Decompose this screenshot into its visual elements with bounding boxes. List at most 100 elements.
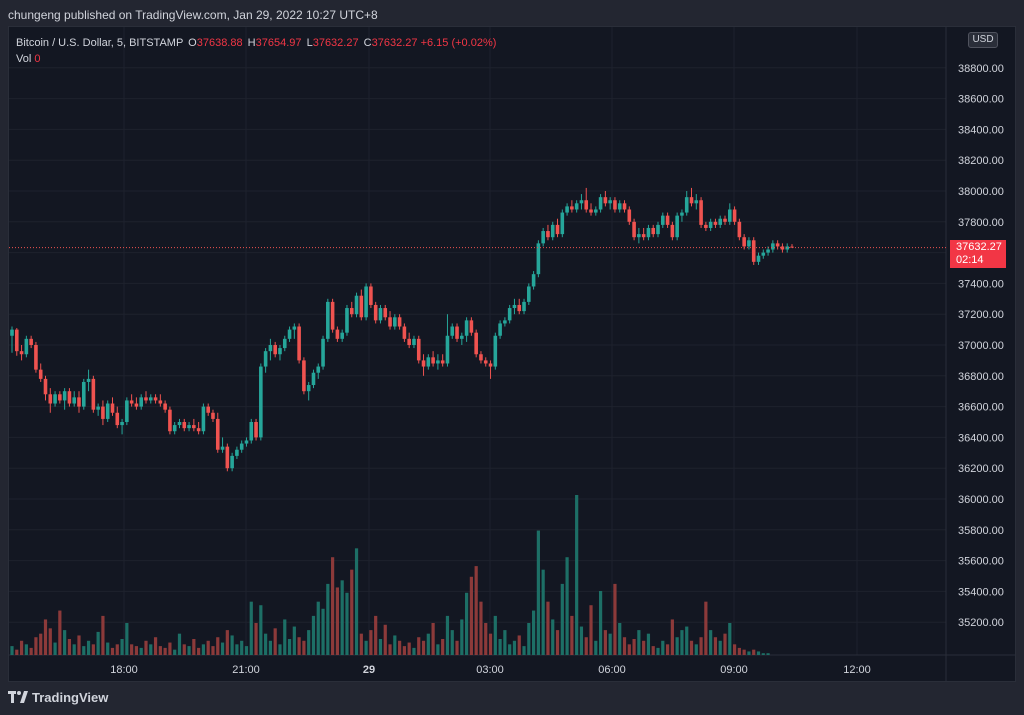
candle-body xyxy=(67,391,72,404)
volume-bar xyxy=(441,639,445,655)
volume-bar xyxy=(670,619,674,655)
candle-body xyxy=(393,317,397,327)
candle-body xyxy=(594,209,598,213)
candle-body xyxy=(450,326,455,336)
volume-bar xyxy=(134,646,139,655)
candle-body xyxy=(570,206,574,210)
volume-bar xyxy=(125,623,129,655)
candle-body xyxy=(225,446,230,469)
time-tick-label: 09:00 xyxy=(720,664,748,676)
candle-body xyxy=(460,335,464,339)
volume-bar xyxy=(101,615,105,655)
volume-bar xyxy=(737,647,741,655)
tradingview-brand[interactable]: TradingView xyxy=(8,690,108,705)
volume-bar xyxy=(584,637,588,655)
volume-bar xyxy=(374,615,378,655)
volume-bar xyxy=(742,649,746,655)
candle-body xyxy=(742,237,746,247)
candle-body xyxy=(201,406,206,432)
candle-body xyxy=(565,206,569,213)
candle-body xyxy=(670,224,675,238)
low-value: 37632.27 xyxy=(312,37,359,49)
candle-body xyxy=(689,197,694,204)
volume-bar xyxy=(292,626,296,655)
volume-bar xyxy=(465,592,469,655)
candle-body xyxy=(340,332,344,339)
price-tick-label: 35400.00 xyxy=(958,586,1004,598)
candle-body xyxy=(488,363,493,367)
candle-body xyxy=(775,243,780,247)
candle-body xyxy=(254,422,258,438)
volume-bar xyxy=(555,630,560,655)
candle-body xyxy=(58,394,62,401)
volume-bar xyxy=(431,623,435,655)
candle-body xyxy=(694,200,699,204)
last-price-value: 37632.27 xyxy=(956,241,1002,253)
close-value: 37632.27 xyxy=(371,37,418,49)
price-tick-label: 36400.00 xyxy=(958,432,1004,444)
vol-value: 0 xyxy=(34,53,41,65)
candle-body xyxy=(96,406,100,410)
candle-body xyxy=(455,326,459,339)
ohlc-legend-row: Bitcoin / U.S. Dollar, 5, BITSTAMP O3763… xyxy=(16,35,496,51)
candle-body xyxy=(273,345,277,355)
volume-bar xyxy=(709,630,713,655)
candle-body xyxy=(397,317,402,327)
volume-bar xyxy=(646,633,651,655)
candle-body xyxy=(115,412,120,426)
volume-bar xyxy=(603,630,607,655)
volume-bar xyxy=(201,644,206,655)
candle-body xyxy=(646,227,651,238)
volume-bar xyxy=(187,646,191,655)
candle-body xyxy=(627,209,632,222)
volume-bar xyxy=(378,639,383,655)
candle-body xyxy=(732,209,737,222)
candle-body xyxy=(163,403,167,410)
time-tick-label: 21:00 xyxy=(232,664,260,676)
candle-body xyxy=(378,308,383,321)
symbol-title[interactable]: Bitcoin / U.S. Dollar, 5, BITSTAMP xyxy=(16,37,184,49)
candle-body xyxy=(158,400,163,404)
volume-bar xyxy=(718,640,722,655)
chart-panel[interactable] xyxy=(8,26,1016,682)
volume-bar xyxy=(15,649,19,655)
candle-body xyxy=(373,304,378,321)
currency-badge[interactable]: USD xyxy=(968,32,998,48)
volume-bar xyxy=(570,615,574,655)
volume-bar xyxy=(273,628,277,655)
candle-body xyxy=(72,397,77,404)
candle-body xyxy=(747,240,751,247)
volume-bar xyxy=(474,566,478,655)
volume-bar xyxy=(153,637,158,655)
vol-label[interactable]: Vol xyxy=(16,53,32,65)
candle-body xyxy=(656,224,660,235)
candle-body xyxy=(220,446,225,450)
candle-body xyxy=(369,286,373,305)
candle-body xyxy=(474,332,478,355)
candle-body xyxy=(292,326,297,330)
volume-bar xyxy=(531,610,536,655)
candle-body xyxy=(10,329,14,336)
candle-body xyxy=(407,338,411,345)
high-value: 37654.97 xyxy=(255,37,302,49)
volume-bar xyxy=(24,644,28,655)
volume-bar xyxy=(436,644,440,655)
candle-body xyxy=(91,378,96,410)
candle-body xyxy=(531,274,536,287)
volume-bar xyxy=(216,637,220,655)
candle-body xyxy=(148,397,153,401)
candle-body xyxy=(263,351,268,367)
candle-body xyxy=(259,366,263,438)
price-tick-label: 36600.00 xyxy=(958,402,1004,414)
volume-bar xyxy=(383,624,387,655)
candle-body xyxy=(110,403,115,413)
candle-body xyxy=(187,425,191,429)
candle-body xyxy=(359,295,364,318)
candle-body xyxy=(230,455,234,469)
volume-legend-row: Vol 0 xyxy=(16,51,496,67)
candle-body xyxy=(364,286,368,318)
volume-bar xyxy=(579,626,584,655)
volume-bar xyxy=(689,640,694,655)
volume-bar xyxy=(541,569,545,655)
